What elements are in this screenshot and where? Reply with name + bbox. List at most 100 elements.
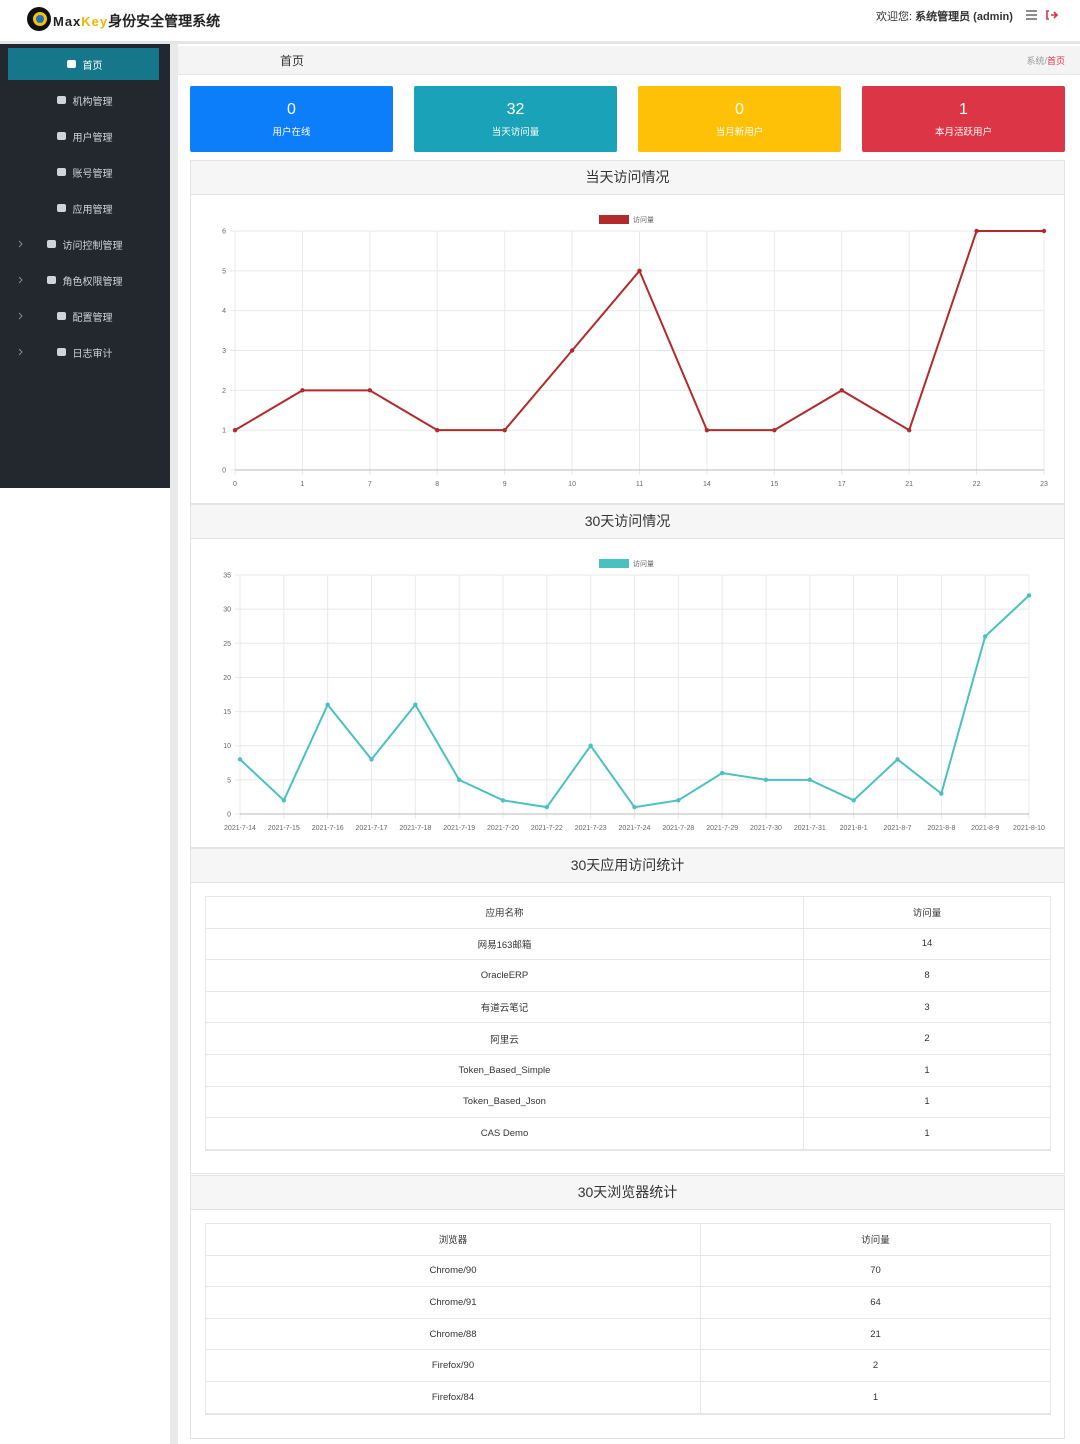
cell: 3 <box>924 1001 930 1013</box>
point <box>637 268 642 274</box>
stat-value: 0 <box>735 101 744 118</box>
cell: 1 <box>872 1391 879 1403</box>
point <box>232 427 238 433</box>
cell: 70 <box>870 1265 881 1277</box>
table-panel: 30天浏览器统计 浏览器 访问量 Chrome/90 70 Chrome/91 64 Chro… <box>190 1175 1065 1439</box>
breadcrumb-sep: / <box>1044 56 1047 66</box>
menu-icon <box>46 240 56 248</box>
icon-shape <box>56 204 66 212</box>
x-tick-label: 2021-7-15 <box>268 825 300 832</box>
menu-item[interactable]: 用户管理 <box>8 120 159 152</box>
menu-item[interactable]: 首页 <box>8 48 159 80</box>
stat-value: 0 <box>287 101 296 118</box>
chart: 0 5 10 15 20 25 30 35 2021-7-14 2021-7-15 2021-7-1… <box>223 559 1045 832</box>
stat-card[interactable]: 0 当月新用户 <box>638 86 841 152</box>
cell: 21 <box>870 1328 881 1340</box>
cell: 8 <box>924 969 930 981</box>
stat-card[interactable]: 32 当天访问量 <box>414 86 617 152</box>
menu-label: 角色权限管理 <box>62 276 123 288</box>
logo-text: Max <box>53 14 82 29</box>
stat-value: 32 <box>506 101 525 118</box>
breadcrumb-item[interactable]: 系统 <box>1026 56 1045 66</box>
y-tick-label: 1 <box>222 428 226 435</box>
user-name[interactable]: 系统管理员 (admin) <box>915 11 1013 23</box>
x-tick-label: 2021-7-16 <box>312 825 344 832</box>
menu-label: 首页 <box>82 60 103 72</box>
point <box>676 798 681 803</box>
chevron-path <box>18 312 23 320</box>
stat-card[interactable]: 0 用户在线 <box>190 86 393 152</box>
page-title: 首页 <box>280 54 305 68</box>
menu-icon <box>56 168 66 176</box>
y-tick-label: 10 <box>223 743 231 750</box>
point <box>704 427 710 433</box>
point <box>325 702 330 707</box>
legend-swatch[interactable] <box>599 559 629 568</box>
welcome: 欢迎您: 系统管理员 (admin) <box>876 8 1013 24</box>
point <box>367 388 373 393</box>
point <box>982 634 988 639</box>
cell: Chrome/90 <box>206 1255 701 1287</box>
x-tick-label: 7 <box>368 481 372 488</box>
chevron <box>18 312 23 320</box>
sidebar: 首页机构管理用户管理账号管理应用管理访问控制管理角色权限管理配置管理日志审计 <box>0 44 170 488</box>
menu-item[interactable]: 访问控制管理 <box>8 228 159 260</box>
y-tick-label: 20 <box>223 675 231 682</box>
legend-swatch[interactable] <box>599 215 629 224</box>
header-row: 浏览器 访问量 <box>206 1224 1050 1256</box>
table: 浏览器 访问量 Chrome/90 70 Chrome/91 64 Chrome/88 21 F… <box>205 1223 1051 1415</box>
stat-card[interactable]: 1 本月活跃用户 <box>862 86 1065 152</box>
icon-shape <box>46 240 56 248</box>
cell: 有道云笔记 <box>206 991 804 1023</box>
chevron-path <box>18 276 23 284</box>
table-title: 30天浏览器统计 <box>191 1176 1064 1210</box>
header: MaxKey身份安全管理系统 欢迎您: 系统管理员 (admin) <box>0 0 1080 44</box>
menu-label: 应用管理 <box>72 204 113 216</box>
table-row: Token_Based_Simple 1 <box>206 1054 1050 1087</box>
menu-item[interactable]: 账号管理 <box>8 156 159 188</box>
chevron <box>18 240 23 248</box>
breadcrumb: 系统/首页 <box>1026 54 1065 67</box>
point <box>1026 593 1032 598</box>
stat-value: 1 <box>959 101 968 118</box>
chevron-path <box>18 240 23 248</box>
point <box>906 427 912 433</box>
x-tick-label: 22 <box>973 481 981 488</box>
chart-panel: 当天访问情况 0 1 2 3 4 5 6 0 1 7 8 9 10 11 14 15 17 21 22 23 访问量 <box>190 160 1065 504</box>
stat-label: 本月活跃用户 <box>934 127 992 138</box>
point <box>851 798 856 803</box>
menu-icon <box>46 276 56 284</box>
x-tick-label: 2021-7-20 <box>487 825 519 832</box>
point <box>544 804 550 810</box>
x-tick-label: 23 <box>1040 481 1048 488</box>
menu-label: 日志审计 <box>72 348 113 360</box>
point <box>502 427 507 433</box>
point <box>807 777 813 783</box>
x-tick-label: 2021-8-7 <box>883 825 911 832</box>
cell: Firefox/90 <box>206 1350 701 1381</box>
y-tick-label: 6 <box>222 229 226 236</box>
menu-item[interactable]: 机构管理 <box>8 84 159 116</box>
table-row: Token_Based_Json 1 <box>206 1086 1050 1119</box>
menu-item[interactable]: 配置管理 <box>8 300 159 332</box>
menu-label: 账号管理 <box>72 168 113 180</box>
y-tick-label: 35 <box>223 573 231 580</box>
x-tick-label: 2021-7-17 <box>356 825 388 832</box>
menu-item[interactable]: 角色权限管理 <box>8 264 159 296</box>
cell: Token_Based_Simple <box>206 1054 804 1086</box>
point <box>839 388 844 393</box>
cell: CAS Demo <box>206 1118 804 1149</box>
point <box>895 757 900 762</box>
menu-item[interactable]: 日志审计 <box>8 336 159 368</box>
x-tick-label: 14 <box>703 481 711 488</box>
legend-label: 访问量 <box>633 559 654 568</box>
x-tick-label: 17 <box>838 481 846 488</box>
x-tick-label: 2021-8-10 <box>1013 825 1045 832</box>
point <box>569 348 575 353</box>
x-tick-label: 2021-7-14 <box>224 825 256 832</box>
x-tick-label: 10 <box>568 481 576 488</box>
point <box>369 757 374 762</box>
header-icons[interactable] <box>1025 8 1065 22</box>
menu-item[interactable]: 应用管理 <box>8 192 159 224</box>
